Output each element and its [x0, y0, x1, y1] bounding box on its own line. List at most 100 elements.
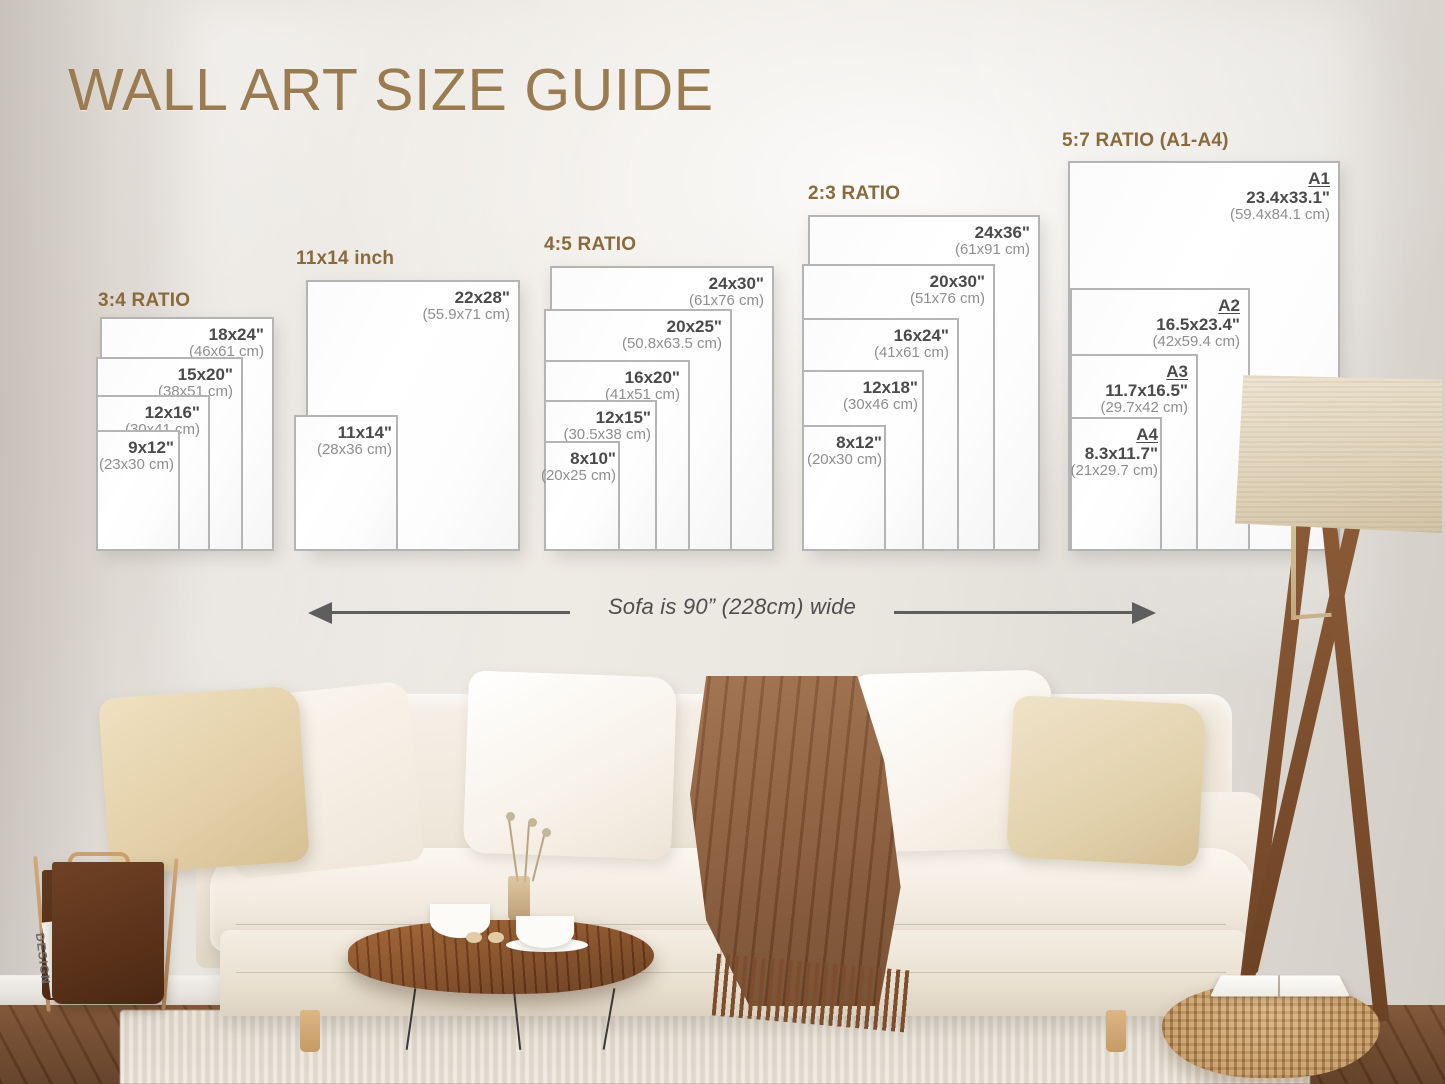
frame-8x12[interactable]: 8x12" (20x30 cm) — [802, 425, 886, 551]
frame-inches-16x20: 16x20" — [624, 368, 680, 387]
throw-blanket-folds — [690, 676, 901, 1006]
frame-cm-a3: (29.7x42 cm) — [1100, 399, 1188, 417]
size-group-4-5-ratio: 4:5 RATIO 24x30" (61x76 cm) 20x25" (50.8… — [541, 234, 774, 556]
frame-inches-24x30: 24x30" — [708, 274, 764, 293]
stem-3 — [531, 830, 546, 882]
size-group-3-4-ratio: 3:4 RATIO 18x24" (46x61 cm) 15x20" (38x5… — [96, 290, 276, 555]
frame-label-24x36: 24x36" (61x91 cm) — [955, 223, 1030, 259]
frame-inches-18x24: 18x24" — [208, 325, 264, 344]
frame-label-20x25: 20x25" (50.8x63.5 cm) — [622, 317, 722, 353]
frame-cm-12x18: (30x46 cm) — [842, 396, 918, 414]
group-heading-4-5-ratio: 4:5 RATIO — [544, 234, 637, 255]
frame-label-a1: A1 23.4x33.1" (59.4x84.1 cm) — [1230, 169, 1330, 224]
frame-inches-8x12: 8x12" — [836, 433, 882, 452]
frame-name-a3: A3 — [1166, 362, 1188, 381]
frame-inches-12x15: 12x15" — [595, 408, 651, 427]
size-group-11x14-inch: 11x14 inch 22x28" (55.9x71 cm) 11x14" (2… — [294, 248, 520, 556]
frame-name-a1: A1 — [1308, 169, 1330, 188]
frame-cm-24x30: (61x76 cm) — [688, 292, 764, 310]
lamp-shade — [1235, 375, 1442, 533]
page-title: WALL ART SIZE GUIDE — [68, 57, 714, 123]
arrow-line-right — [894, 611, 1134, 614]
frame-cm-8x12: (20x30 cm) — [806, 451, 882, 469]
frame-label-8x12: 8x12" (20x30 cm) — [807, 433, 882, 469]
frame-label-12x15: 12x15" (30.5x38 cm) — [563, 408, 651, 444]
stem-2 — [523, 822, 530, 882]
frame-cm-24x36: (61x91 cm) — [954, 241, 1030, 259]
frame-label-8x10: 8x10" (20x25 cm) — [541, 449, 616, 485]
frame-inches-12x16: 12x16" — [144, 403, 200, 422]
glass-vase — [508, 876, 530, 922]
frame-cm-11x14: (28x36 cm) — [316, 441, 392, 459]
group-heading-5-7-ratio: 5:7 RATIO (A1-A4) — [1062, 130, 1229, 151]
bloom-1 — [506, 812, 515, 821]
pillow-beige-left — [98, 685, 310, 875]
live-edge-coffee-table — [348, 920, 654, 994]
arrow-line-left — [330, 611, 570, 614]
rattan-pouf — [1162, 982, 1380, 1078]
frame-inches-16x24: 16x24" — [893, 326, 949, 345]
sofa-leg-right — [1106, 1010, 1126, 1052]
frame-label-a3: A3 11.7x16.5" (29.7x42 cm) — [1100, 362, 1188, 417]
sofa-leg-left — [300, 1010, 320, 1052]
stem-1 — [507, 814, 519, 882]
frame-label-18x24: 18x24" (46x61 cm) — [189, 325, 264, 361]
frame-inches-15x20: 15x20" — [177, 365, 233, 384]
frame-label-a4: A4 8.3x11.7" (21x29.7 cm) — [1070, 425, 1158, 480]
macaron-1 — [466, 932, 482, 943]
sofa-width-label: Sofa is 90” (228cm) wide — [607, 594, 857, 619]
frame-label-12x18: 12x18" (30x46 cm) — [843, 378, 918, 414]
frame-inches-22x28: 22x28" — [454, 288, 510, 307]
bloom-2 — [528, 818, 537, 827]
frame-inches-9x12: 9x12" — [128, 438, 174, 457]
frame-inches-20x25: 20x25" — [666, 317, 722, 336]
frame-name-a4: A4 — [1136, 425, 1158, 444]
arrow-left-icon — [308, 602, 332, 624]
frame-label-16x24: 16x24" (41x61 cm) — [874, 326, 949, 362]
frame-cm-20x25: (50.8x63.5 cm) — [621, 335, 722, 353]
arrow-right-icon — [1132, 602, 1156, 624]
macaron-2 — [488, 932, 504, 943]
frame-inches-8x10: 8x10" — [570, 449, 616, 468]
frame-label-16x20: 16x20" (41x51 cm) — [605, 368, 680, 404]
frame-label-20x30: 20x30" (51x76 cm) — [910, 272, 985, 308]
coffee-cup-left — [430, 904, 490, 938]
frame-inches-a1: 23.4x33.1" — [1246, 188, 1330, 208]
frame-11x14[interactable]: 11x14" (28x36 cm) — [294, 415, 398, 551]
throw-blanket — [690, 676, 901, 1006]
frame-inches-12x18: 12x18" — [862, 378, 918, 397]
frame-cm-a1: (59.4x84.1 cm) — [1229, 206, 1330, 224]
frame-inches-a2: 16.5x23.4" — [1156, 315, 1240, 335]
frame-cm-a2: (42x59.4 cm) — [1152, 333, 1240, 351]
frame-9x12[interactable]: 9x12" (23x30 cm) — [96, 430, 180, 551]
frame-cm-8x10: (20x25 cm) — [540, 467, 616, 485]
frame-inches-a3: 11.7x16.5" — [1105, 381, 1188, 401]
frame-a4[interactable]: A4 8.3x11.7" (21x29.7 cm) — [1070, 417, 1162, 551]
group-heading-11x14-inch: 11x14 inch — [296, 248, 395, 269]
frame-label-9x12: 9x12" (23x30 cm) — [99, 438, 174, 474]
frame-inches-24x36: 24x36" — [974, 223, 1030, 242]
coffee-cup-right — [516, 916, 574, 948]
dried-flower-stems — [498, 810, 554, 882]
magazine-rack-panel-front — [52, 862, 164, 1004]
lamp-brass-rod — [1291, 510, 1296, 620]
frame-name-a2: A2 — [1218, 296, 1240, 315]
book-spine — [1277, 975, 1281, 997]
group-heading-2-3-ratio: 2:3 RATIO — [808, 183, 901, 204]
frame-cm-a4: (21x29.7 cm) — [1070, 462, 1158, 480]
frame-8x10[interactable]: 8x10" (20x25 cm) — [541, 441, 620, 551]
frame-label-24x30: 24x30" (61x76 cm) — [689, 274, 764, 310]
pillow-beige-right — [1005, 695, 1207, 867]
group-heading-3-4-ratio: 3:4 RATIO — [98, 290, 191, 311]
frame-cm-22x28: (55.9x71 cm) — [422, 306, 510, 324]
frame-label-a2: A2 16.5x23.4" (42x59.4 cm) — [1152, 296, 1240, 351]
frame-label-11x14: 11x14" (28x36 cm) — [317, 423, 392, 459]
frame-cm-16x24: (41x61 cm) — [873, 344, 949, 362]
frame-inches-a4: 8.3x11.7" — [1084, 444, 1158, 464]
frame-cm-20x30: (51x76 cm) — [909, 290, 985, 308]
frame-inches-11x14: 11x14" — [337, 423, 392, 442]
frame-cm-9x12: (23x30 cm) — [98, 456, 174, 474]
frame-label-22x28: 22x28" (55.9x71 cm) — [422, 288, 510, 324]
pillow-white-center — [462, 670, 678, 860]
